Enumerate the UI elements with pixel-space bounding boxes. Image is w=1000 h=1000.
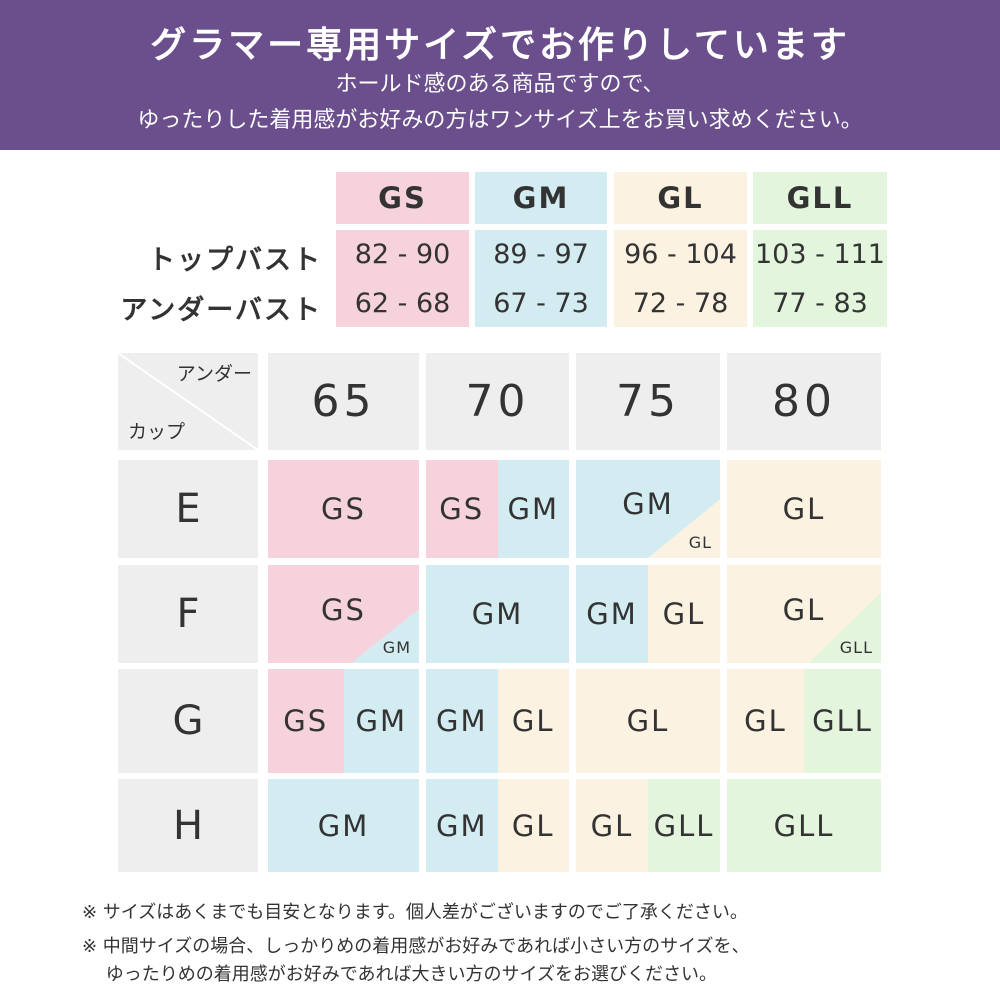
size-gll: GLL: [804, 669, 881, 773]
size-gm: GM: [343, 669, 419, 773]
size-gl: GL: [576, 669, 720, 773]
size-cell: GS GM: [268, 669, 419, 773]
cup-label-g: G: [118, 669, 258, 773]
size-gl: GL: [727, 669, 804, 773]
size-cell: GM GL: [426, 669, 569, 773]
banner-subtitle-1: ホールド感のある商品ですので、: [335, 72, 665, 97]
banner-title: グラマー専用サイズでお作りしています: [150, 25, 850, 66]
size-gm: GM: [268, 779, 419, 872]
size-cell: GM GL: [576, 565, 720, 663]
size-gm: GM: [426, 779, 498, 872]
size-gl: GL: [648, 565, 720, 663]
cup-label-h: H: [118, 779, 258, 872]
size-cell: GS GM: [268, 565, 419, 663]
under-label: アンダー: [176, 363, 252, 385]
under-bust-value: 77 - 83: [753, 279, 887, 327]
size-cell: GL: [727, 460, 881, 558]
note-3: ゆったりめの着用感がお好みであれば大きい方のサイズをお選びください。: [82, 964, 717, 985]
size-gm: GM: [576, 565, 648, 663]
size-header-gll: GLL: [753, 172, 887, 224]
header-banner: グラマー専用サイズでお作りしています ホールド感のある商品ですので、 ゆったりし…: [0, 0, 1000, 150]
top-bust-value: 82 - 90: [336, 230, 469, 279]
size-gs: GS: [268, 669, 344, 773]
size-gm: GM: [426, 565, 569, 663]
size-gs: GS: [268, 460, 419, 558]
corner-header: アンダー カップ: [118, 353, 258, 450]
under-bust-value: 62 - 68: [336, 279, 469, 327]
size-cell: GS GM: [426, 460, 569, 558]
under-header-65: 65: [268, 353, 419, 450]
size-gl: GL: [727, 460, 881, 558]
under-header-70: 70: [426, 353, 569, 450]
top-bust-value: 103 - 111: [753, 230, 887, 279]
under-bust-label: アンダーバスト: [120, 295, 322, 326]
size-cell: GL GLL: [576, 779, 720, 872]
top-bust-label: トップバスト: [148, 245, 322, 276]
size-gll: GLL: [648, 779, 720, 872]
size-gl: GL: [497, 669, 569, 773]
size-cell: GL GLL: [727, 565, 881, 663]
size-gm: GM: [426, 669, 498, 773]
note-2: ※ 中間サイズの場合、しっかりめの着用感がお好みであれば小さい方のサイズを、: [82, 936, 750, 957]
size-gm: GM: [497, 460, 569, 558]
size-cell: GL GLL: [727, 669, 881, 773]
size-cell: GS: [268, 460, 419, 558]
under-bust-value: 67 - 73: [475, 279, 607, 327]
size-header-gs: GS: [336, 172, 469, 224]
under-header-80: 80: [727, 353, 881, 450]
size-gll: GLL: [727, 779, 881, 872]
cup-label-e: E: [118, 460, 258, 558]
under-bust-value: 72 - 78: [614, 279, 747, 327]
size-cell: GM GL: [426, 779, 569, 872]
under-header-75: 75: [576, 353, 720, 450]
size-cell: GM: [426, 565, 569, 663]
banner-subtitle-2: ゆったりした着用感がお好みの方はワンサイズ上をお買い求めください。: [137, 108, 863, 133]
size-gl: GL: [497, 779, 569, 872]
top-bust-value: 89 - 97: [475, 230, 607, 279]
cup-label: カップ: [128, 421, 186, 443]
size-cell: GM: [268, 779, 419, 872]
size-cell: GL: [576, 669, 720, 773]
size-cell: GM GL: [576, 460, 720, 558]
size-cell: GLL: [727, 779, 881, 872]
diagonal-line: [118, 353, 258, 450]
corner-size-label: GM: [382, 638, 411, 657]
size-header-gl: GL: [614, 172, 747, 224]
cup-label-f: F: [118, 565, 258, 663]
top-bust-value: 96 - 104: [614, 230, 747, 279]
size-gl: GL: [576, 779, 648, 872]
corner-size-label: GL: [688, 533, 712, 552]
size-gs: GS: [426, 460, 498, 558]
corner-size-label: GLL: [839, 638, 873, 657]
size-header-gm: GM: [475, 172, 607, 224]
note-1: ※ サイズはあくまでも目安となります。個人差がございますのでご了承ください。: [82, 902, 748, 923]
